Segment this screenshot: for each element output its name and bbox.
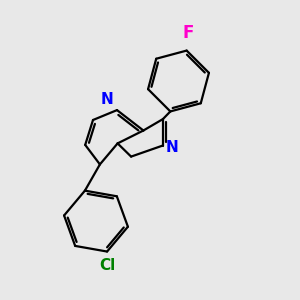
Text: N: N bbox=[165, 140, 178, 154]
Text: Cl: Cl bbox=[99, 258, 115, 273]
Text: F: F bbox=[182, 24, 194, 42]
Text: N: N bbox=[101, 92, 113, 107]
